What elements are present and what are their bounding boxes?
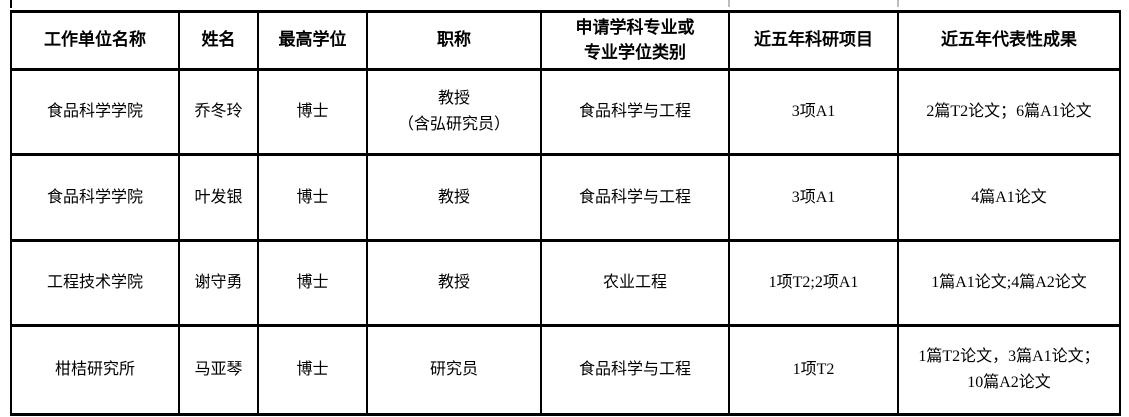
cell-discipline: 食品科学与工程 <box>540 68 730 156</box>
cell-name: 叶发银 <box>178 153 259 242</box>
cell-highest-degree: 博士 <box>257 153 368 242</box>
cell-discipline: 食品科学与工程 <box>540 153 730 242</box>
cell-discipline: 食品科学与工程 <box>540 324 730 416</box>
cell-highest-degree: 博士 <box>257 68 368 156</box>
header-title: 职称 <box>366 10 542 71</box>
table-row: 柑桔研究所 马亚琴 博士 研究员 食品科学与工程 1项T2 1篇T2论文，3篇A… <box>10 324 1121 416</box>
cell-work-unit: 柑桔研究所 <box>10 324 180 416</box>
cell-title: 教授 （含弘研究员） <box>366 68 542 156</box>
faculty-supervisor-table: 工作单位名称 姓名 最高学位 职称 申请学科专业或 专业学位类别 近五年科研项目… <box>10 10 1121 416</box>
header-row: 工作单位名称 姓名 最高学位 职称 申请学科专业或 专业学位类别 近五年科研项目… <box>10 10 1121 71</box>
cell-name: 乔冬玲 <box>178 68 259 156</box>
cell-title: 教授 <box>366 153 542 242</box>
header-representative-achievements: 近五年代表性成果 <box>897 10 1121 71</box>
header-work-unit: 工作单位名称 <box>10 10 180 71</box>
table-row: 工程技术学院 谢守勇 博士 教授 农业工程 1项T2;2项A1 1篇A1论文;4… <box>10 239 1121 327</box>
scan-artifact-tick <box>10 0 12 8</box>
header-highest-degree: 最高学位 <box>257 10 368 71</box>
cell-projects: 1项T2;2项A1 <box>728 239 899 327</box>
cell-work-unit: 食品科学学院 <box>10 153 180 242</box>
cell-achievements: 1篇T2论文，3篇A1论文； 10篇A2论文 <box>897 324 1121 416</box>
cell-work-unit: 工程技术学院 <box>10 239 180 327</box>
cell-achievements: 4篇A1论文 <box>897 153 1121 242</box>
cell-highest-degree: 博士 <box>257 324 368 416</box>
cell-title: 教授 <box>366 239 542 327</box>
cell-achievements: 1篇A1论文;4篇A2论文 <box>897 239 1121 327</box>
scan-artifact-tick <box>897 0 899 7</box>
header-discipline-category: 申请学科专业或 专业学位类别 <box>540 10 730 71</box>
cell-projects: 1项T2 <box>728 324 899 416</box>
cell-highest-degree: 博士 <box>257 239 368 327</box>
cell-title: 研究员 <box>366 324 542 416</box>
cell-projects: 3项A1 <box>728 68 899 156</box>
cell-achievements: 2篇T2论文；6篇A1论文 <box>897 68 1121 156</box>
cell-work-unit: 食品科学学院 <box>10 68 180 156</box>
table-row: 食品科学学院 乔冬玲 博士 教授 （含弘研究员） 食品科学与工程 3项A1 2篇… <box>10 68 1121 156</box>
cell-name: 马亚琴 <box>178 324 259 416</box>
header-name: 姓名 <box>178 10 259 71</box>
cell-name: 谢守勇 <box>178 239 259 327</box>
scan-artifact-tick <box>728 0 730 7</box>
table-row: 食品科学学院 叶发银 博士 教授 食品科学与工程 3项A1 4篇A1论文 <box>10 153 1121 242</box>
cell-projects: 3项A1 <box>728 153 899 242</box>
cell-discipline: 农业工程 <box>540 239 730 327</box>
header-research-projects: 近五年科研项目 <box>728 10 899 71</box>
